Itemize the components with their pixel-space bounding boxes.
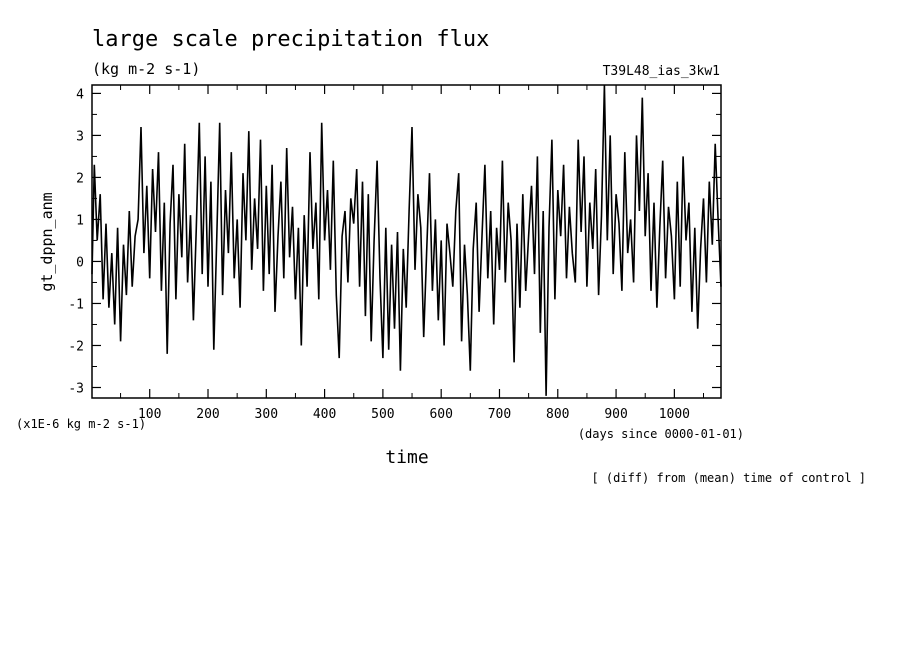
y-tick-label: 0 [76, 255, 84, 270]
x-tick-label: 600 [429, 407, 452, 422]
axis-ticks: 100 200 300 400 500 600 700 800 900 1000 -3 -2 -1 0 1 2… [68, 85, 721, 422]
x-tick-label: 800 [546, 407, 569, 422]
y-tick-label: -1 [68, 297, 84, 312]
x-tick-label: 200 [196, 407, 219, 422]
run-label: T39L48_ias_3kw1 [603, 64, 720, 79]
x-tick-label: 700 [488, 407, 511, 422]
plot-frame [91, 84, 722, 399]
x-tick-label: 1000 [659, 407, 690, 422]
x-axis-label: time [385, 447, 428, 468]
y-tick-label: -2 [68, 339, 84, 354]
y-tick-label: -3 [68, 381, 84, 396]
y-tick-label: 4 [76, 87, 84, 102]
chart-subtitle: (kg m-2 s-1) [92, 60, 200, 78]
x-tick-label: 300 [255, 407, 278, 422]
y-axis-label: gt_dppn_anm [38, 192, 56, 291]
chart-title: large scale precipitation flux [92, 27, 489, 52]
y-tick-label: 1 [76, 213, 84, 228]
x-tick-label: 900 [604, 407, 627, 422]
y-tick-label: 2 [76, 171, 84, 186]
x-tick-label: 100 [138, 407, 161, 422]
footnote: [ (diff) from (mean) time of control ] [591, 471, 866, 485]
x-units-label: (days since 0000-01-01) [578, 427, 744, 441]
x-tick-label: 400 [313, 407, 336, 422]
y-scale-note: (x1E-6 kg m-2 s-1) [16, 417, 146, 431]
series-line [91, 84, 722, 396]
y-tick-label: 3 [76, 129, 84, 144]
x-tick-label: 500 [371, 407, 394, 422]
